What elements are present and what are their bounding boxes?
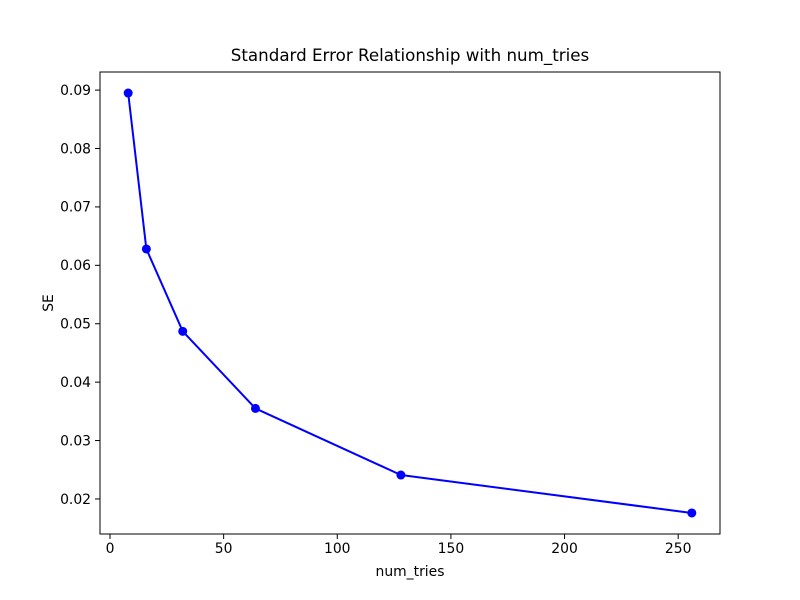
y-tick-label: 0.06 (60, 258, 91, 274)
axes-frame (99, 71, 721, 535)
data-point-marker (141, 244, 151, 254)
y-axis-label: SE (41, 294, 57, 312)
data-point-marker (687, 508, 697, 518)
plot-area: 0 50 100 150 200 250 0.02 0.03 0.04 0.05 0.06 0.07 0… (60, 71, 721, 557)
data-point-marker (178, 326, 188, 336)
x-axis-label: num_tries (376, 564, 445, 580)
x-tick-label: 200 (551, 541, 578, 557)
y-tick-label: 0.03 (60, 433, 91, 449)
data-point-marker (396, 470, 406, 480)
x-tick-label: 50 (215, 541, 233, 557)
x-tick-label: 0 (106, 541, 115, 557)
data-point-marker (123, 88, 133, 98)
y-tick-label: 0.09 (60, 83, 91, 99)
data-point-marker (250, 403, 260, 413)
x-tick-label: 150 (438, 541, 465, 557)
y-tick-label: 0.02 (60, 492, 91, 508)
x-tick-label: 100 (324, 541, 351, 557)
x-tick-label: 250 (665, 541, 692, 557)
y-tick-label: 0.04 (60, 375, 91, 391)
y-tick-label: 0.08 (60, 141, 91, 157)
data-line (127, 92, 692, 514)
chart-title: Standard Error Relationship with num_tri… (231, 45, 589, 66)
y-tick-label: 0.07 (60, 200, 91, 216)
y-tick-label: 0.05 (60, 317, 91, 333)
